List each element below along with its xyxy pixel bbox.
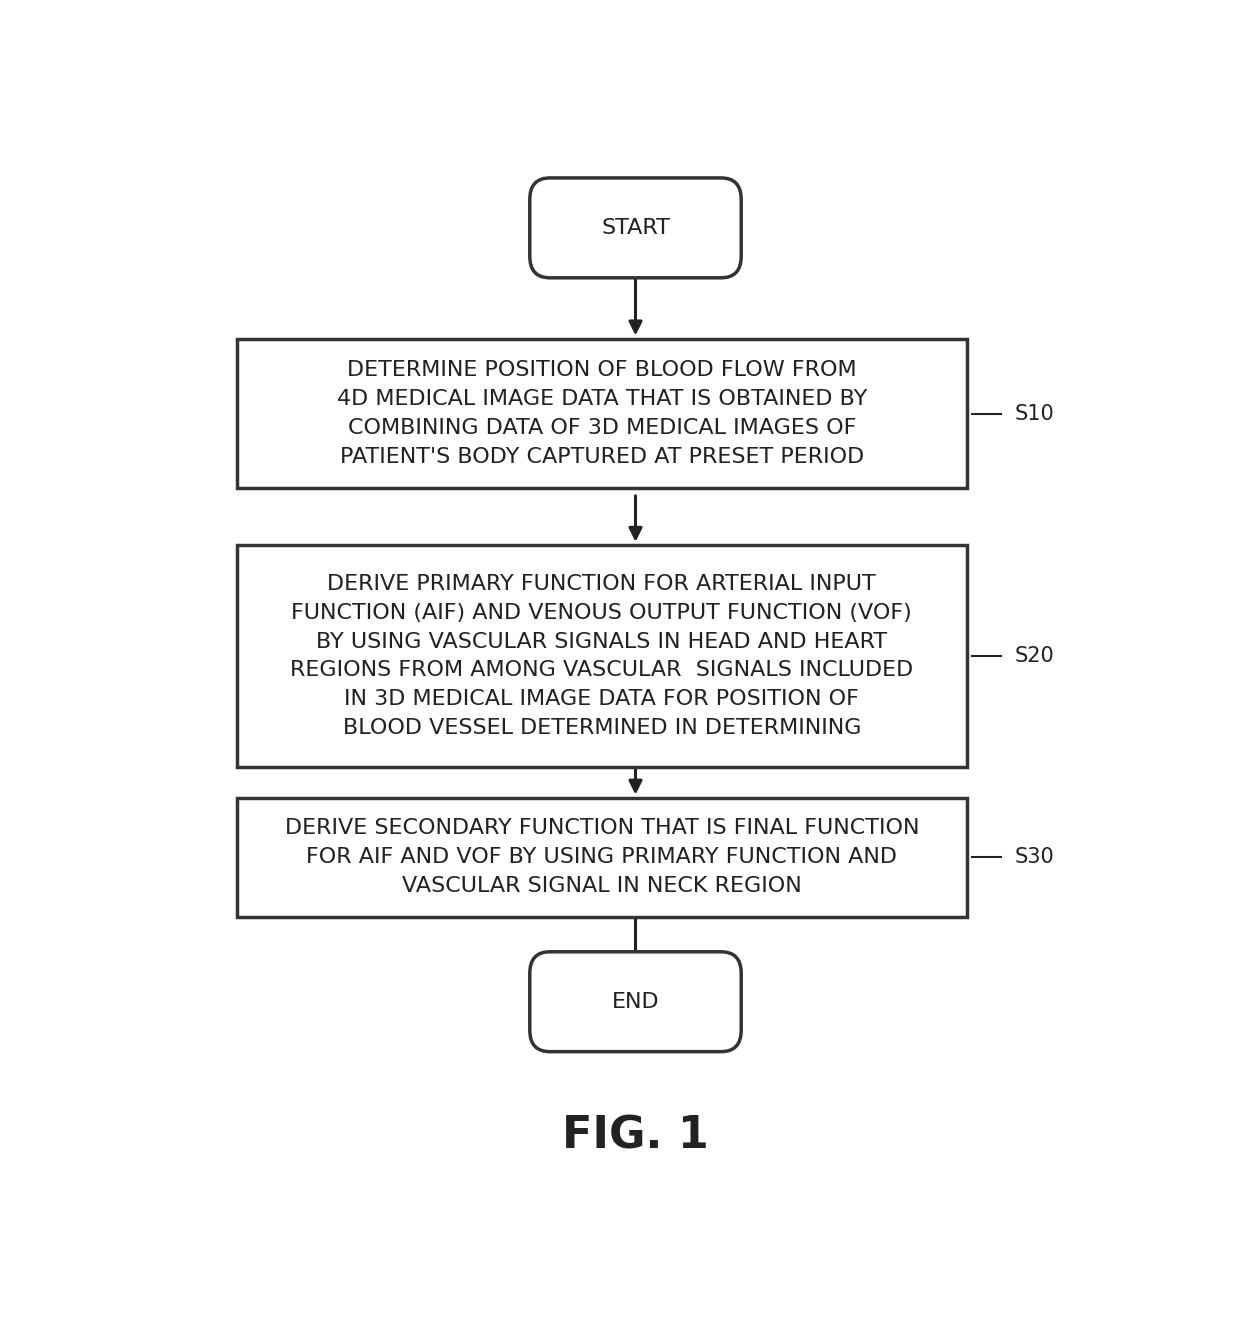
Text: DERIVE SECONDARY FUNCTION THAT IS FINAL FUNCTION
FOR AIF AND VOF BY USING PRIMAR: DERIVE SECONDARY FUNCTION THAT IS FINAL …	[285, 819, 919, 896]
FancyBboxPatch shape	[237, 339, 967, 488]
FancyBboxPatch shape	[529, 951, 742, 1052]
Text: FIG. 1: FIG. 1	[562, 1115, 709, 1158]
Text: END: END	[611, 992, 660, 1012]
Text: S30: S30	[1016, 847, 1055, 867]
Text: DERIVE PRIMARY FUNCTION FOR ARTERIAL INPUT
FUNCTION (AIF) AND VENOUS OUTPUT FUNC: DERIVE PRIMARY FUNCTION FOR ARTERIAL INP…	[290, 574, 914, 738]
FancyBboxPatch shape	[529, 178, 742, 277]
Text: S10: S10	[1016, 403, 1055, 423]
FancyBboxPatch shape	[237, 545, 967, 766]
FancyBboxPatch shape	[237, 797, 967, 917]
Text: S20: S20	[1016, 646, 1055, 666]
Text: START: START	[601, 218, 670, 239]
Text: DETERMINE POSITION OF BLOOD FLOW FROM
4D MEDICAL IMAGE DATA THAT IS OBTAINED BY
: DETERMINE POSITION OF BLOOD FLOW FROM 4D…	[337, 360, 867, 466]
